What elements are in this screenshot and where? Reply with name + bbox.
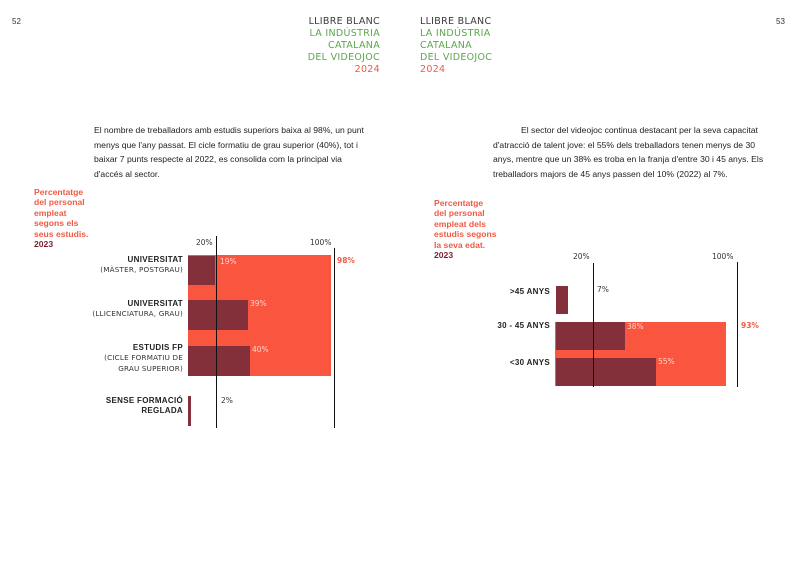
category-name: SENSE FORMACIÓ <box>105 396 183 405</box>
category-name: REGLADA <box>141 406 183 416</box>
right-bar-30-45 <box>556 322 625 350</box>
caption-line: del personal <box>34 197 85 208</box>
header-title: LLIBRE BLANC <box>420 16 492 27</box>
header-title: LLIBRE BLANC <box>308 16 380 27</box>
running-header-left: LLIBRE BLANC LA INDÚSTRIA CATALANA DEL V… <box>308 16 380 76</box>
right-category-label: 30 - 45 ANYS <box>497 321 550 331</box>
right-category-label: <30 ANYS <box>510 358 550 368</box>
caption-line: empleat dels <box>434 218 487 229</box>
right-chart-caption: Percentatge del personal empleat dels es… <box>434 198 506 260</box>
category-name: 30 - 45 ANYS <box>497 321 550 330</box>
category-name: UNIVERSITAT <box>127 255 183 264</box>
left-intro-paragraph: El nombre de treballadors amb estudis su… <box>94 125 364 179</box>
right-rule-100 <box>737 262 739 387</box>
left-rule-100 <box>334 248 336 428</box>
category-name: ESTUDIS FP <box>132 343 183 352</box>
caption-line: del personal <box>434 208 485 219</box>
left-bar-grau <box>188 300 248 330</box>
left-tick-100: 100% <box>310 238 332 247</box>
left-bar-fp <box>188 346 250 376</box>
left-category-label: SENSE FORMACIÓ REGLADA <box>106 396 183 417</box>
header-subtitle-2: CATALANA <box>420 40 472 51</box>
header-subtitle-1: LA INDÚSTRIA <box>420 28 491 39</box>
category-sub: (LLICENCIATURA, GRAU) <box>92 309 183 319</box>
running-header-right: LLIBRE BLANC LA INDÚSTRIA CATALANA DEL V… <box>420 16 492 76</box>
right-bar-45plus <box>556 286 568 314</box>
header-year: 2024 <box>354 64 380 75</box>
category-name: >45 ANYS <box>509 287 550 296</box>
caption-line: estudis segons <box>434 229 497 240</box>
category-sub: (MÀSTER, POSTGRAU) <box>100 265 183 275</box>
caption-line: empleat <box>34 207 67 218</box>
left-value-label: 40% <box>252 345 269 354</box>
category-name: <30 ANYS <box>509 358 550 367</box>
right-category-label: >45 ANYS <box>510 287 550 297</box>
caption-line: segons els <box>34 218 79 229</box>
header-year: 2024 <box>420 64 446 75</box>
category-sub: (CICLE FORMATIU DE <box>104 353 183 363</box>
category-sub: GRAU SUPERIOR) <box>118 363 183 373</box>
right-tick-20: 20% <box>573 252 590 261</box>
caption-line: seus estudis. <box>34 228 89 239</box>
right-tick-100: 100% <box>712 252 734 261</box>
left-category-label: UNIVERSITAT (MÀSTER, POSTGRAU) <box>100 255 183 276</box>
right-rule-20 <box>593 263 595 387</box>
caption-line: Percentatge <box>34 187 84 197</box>
left-category-label: UNIVERSITAT (LLICENCIATURA, GRAU) <box>92 299 183 320</box>
left-bar-sense <box>188 396 191 426</box>
header-subtitle-1: LA INDÚSTRIA <box>309 28 380 39</box>
header-subtitle-3: DEL VIDEOJOC <box>420 52 493 63</box>
page-number-left: 52 <box>12 17 21 26</box>
left-total-label: 98% <box>337 256 355 265</box>
left-value-label: 2% <box>221 396 233 405</box>
left-value-label: 19% <box>220 257 237 266</box>
left-rule-20 <box>216 236 218 428</box>
right-value-label: 7% <box>597 285 609 294</box>
left-chart-caption: Percentatge del personal empleat segons … <box>34 187 94 249</box>
right-value-label: 38% <box>627 322 644 331</box>
left-value-label: 39% <box>250 299 267 308</box>
caption-line: Percentatge <box>434 198 484 208</box>
right-intro-paragraph: El sector del videojoc continua destacan… <box>493 125 764 179</box>
header-subtitle-2: CATALANA <box>328 40 380 51</box>
left-category-label: ESTUDIS FP (CICLE FORMATIU DE GRAU SUPER… <box>104 343 183 374</box>
right-value-label: 55% <box>658 357 675 366</box>
category-name: UNIVERSITAT <box>127 299 183 308</box>
left-tick-20: 20% <box>196 238 213 247</box>
header-subtitle-3: DEL VIDEOJOC <box>307 52 380 63</box>
caption-line: la seva edat. <box>434 239 486 250</box>
page-number-right: 53 <box>776 17 785 26</box>
left-bar-masters <box>188 256 215 285</box>
caption-year: 2023 <box>434 250 454 261</box>
caption-year: 2023 <box>34 239 54 250</box>
right-total-label: 93% <box>741 321 759 330</box>
right-bar-under30 <box>556 358 656 386</box>
